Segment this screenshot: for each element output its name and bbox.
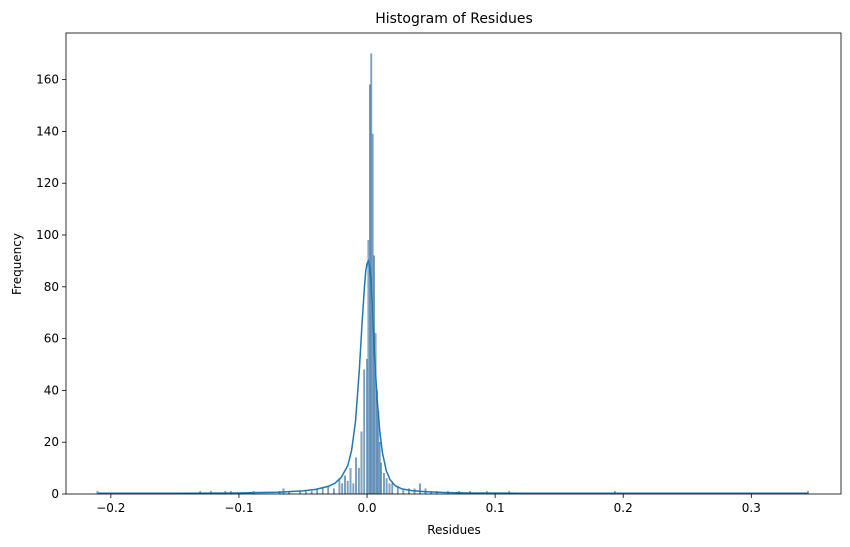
- histogram-bar: [367, 240, 370, 495]
- histogram-bar: [321, 488, 324, 495]
- histogram-bar: [355, 457, 357, 495]
- histogram-bar: [378, 442, 381, 495]
- y-tick-label: 140: [36, 124, 59, 138]
- x-tick-label: 0.2: [614, 501, 633, 515]
- histogram-bar: [338, 478, 341, 495]
- x-axis-ticks: −0.2 −0.1 0.0 0.1 0.2 0.3: [96, 494, 761, 515]
- histogram-bar: [341, 483, 344, 495]
- histogram-bar: [349, 467, 352, 495]
- y-axis-ticks: 0 20 40 60 80 100 120 140 160: [36, 73, 66, 501]
- histogram-bar: [419, 483, 421, 495]
- y-tick-label: 120: [36, 176, 59, 190]
- histogram-bar: [357, 467, 360, 495]
- x-tick-label: −0.2: [96, 501, 125, 515]
- kde-line: [98, 258, 808, 494]
- histogram-bar: [380, 462, 382, 495]
- histogram-bar: [363, 369, 366, 495]
- y-tick-label: 160: [36, 73, 59, 87]
- histogram-bar: [385, 478, 388, 495]
- x-tick-label: −0.1: [224, 501, 253, 515]
- histogram-bar: [360, 431, 363, 495]
- y-tick-label: 20: [44, 435, 59, 449]
- histogram-bar: [368, 84, 371, 495]
- x-tick-label: 0.0: [357, 501, 376, 515]
- chart-title: Histogram of Residues: [375, 11, 533, 27]
- histogram-bar: [346, 480, 349, 495]
- y-tick-label: 80: [44, 280, 59, 294]
- y-tick-label: 100: [36, 228, 59, 242]
- x-axis-label: Residues: [427, 523, 481, 537]
- histogram-bar: [352, 483, 355, 495]
- histogram-bar: [327, 486, 330, 495]
- histogram-bar: [391, 483, 394, 495]
- histogram-bar: [373, 255, 375, 495]
- y-tick-label: 60: [44, 332, 59, 346]
- histogram-bar: [383, 473, 385, 495]
- y-axis-label: Frequency: [10, 233, 24, 295]
- plot-frame: [65, 32, 842, 495]
- y-tick-label: 0: [51, 487, 59, 501]
- histogram-bar: [332, 488, 335, 495]
- x-tick-label: 0.3: [742, 501, 761, 515]
- y-tick-label: 40: [44, 383, 59, 397]
- histogram-bar: [344, 475, 346, 495]
- histogram-bar: [388, 483, 391, 495]
- histogram-bar: [366, 359, 368, 495]
- x-tick-label: 0.1: [486, 501, 505, 515]
